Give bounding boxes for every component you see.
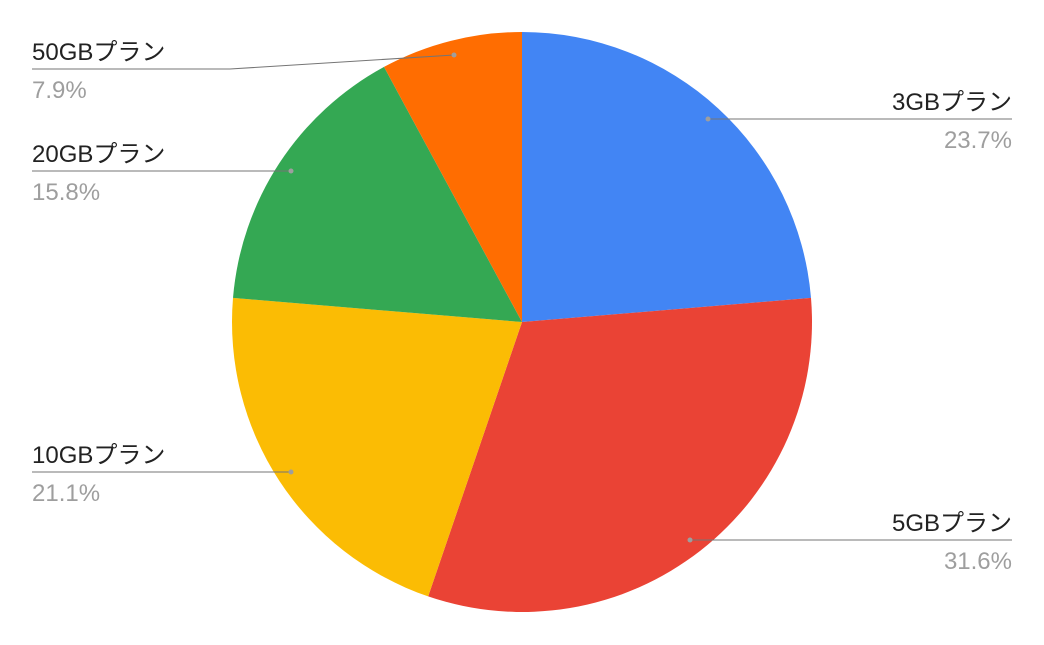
slice-label: 5GBプラン xyxy=(892,510,1012,537)
slice-percent-label: 21.1% xyxy=(32,480,100,507)
pie-slice xyxy=(428,297,812,613)
slice-label: 10GBプラン xyxy=(32,442,165,469)
slice-percent-label: 31.6% xyxy=(944,548,1012,575)
slice-label: 50GBプラン xyxy=(32,39,165,66)
pie-slice xyxy=(384,32,522,322)
leader-dot xyxy=(687,537,693,543)
pie-slice xyxy=(522,32,811,322)
leader-dot xyxy=(288,469,294,475)
slice-label: 3GBプラン xyxy=(892,89,1012,116)
slice-percent-label: 23.7% xyxy=(944,127,1012,154)
pie-slice xyxy=(233,66,523,323)
slice-label: 20GBプラン xyxy=(32,141,165,168)
leader-dot xyxy=(288,168,294,174)
pie-slice xyxy=(231,297,522,597)
leader-line xyxy=(32,54,455,70)
slice-percent-label: 7.9% xyxy=(32,77,87,104)
slice-percent-label: 15.8% xyxy=(32,179,100,206)
leader-dot xyxy=(705,116,711,122)
leader-dot xyxy=(451,52,457,58)
